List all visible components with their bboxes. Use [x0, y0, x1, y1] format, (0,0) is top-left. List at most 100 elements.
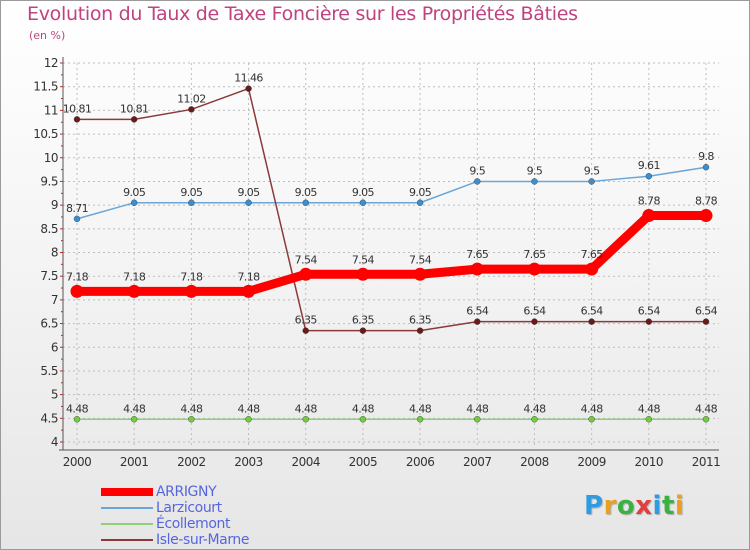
data-label-arrigny: 7.18	[180, 270, 203, 283]
data-label-arrigny: 7.18	[123, 270, 146, 283]
data-point-isle-sur-marne	[474, 318, 481, 325]
x-tick-label: 2000	[63, 455, 92, 469]
data-label-ecollemont: 4.48	[409, 402, 432, 415]
chart-title: Evolution du Taux de Taxe Foncière sur l…	[27, 3, 578, 25]
data-point-arrigny	[642, 209, 656, 223]
data-point-larzicourt	[588, 178, 595, 185]
data-label-ecollemont: 4.48	[295, 402, 318, 415]
data-point-isle-sur-marne	[302, 327, 309, 334]
y-tick-label: 8.5	[40, 222, 58, 236]
data-point-isle-sur-marne	[416, 327, 424, 334]
data-point-ecollemont	[416, 416, 424, 423]
data-point-ecollemont	[702, 416, 710, 423]
data-point-ecollemont	[245, 416, 252, 423]
data-point-isle-sur-marne	[188, 106, 195, 113]
data-label-isle-sur-marne: 11.02	[177, 92, 206, 105]
logo-letter: i	[674, 491, 685, 521]
data-label-ecollemont: 4.48	[695, 402, 718, 415]
data-label-ecollemont: 4.48	[581, 402, 604, 415]
data-point-ecollemont	[302, 416, 309, 423]
data-point-larzicourt	[359, 199, 367, 206]
y-tick-label: 12	[44, 56, 58, 70]
x-tick-label: 2005	[349, 455, 378, 469]
data-label-larzicourt: 9.05	[123, 186, 146, 199]
data-point-isle-sur-marne	[130, 116, 138, 123]
y-tick-label: 4	[51, 435, 58, 449]
proxiti-logo: Proxiti	[584, 491, 684, 521]
y-tick-label: 5.5	[40, 364, 58, 378]
data-point-ecollemont	[188, 416, 195, 423]
data-point-isle-sur-marne	[245, 85, 252, 92]
data-point-isle-sur-marne	[359, 327, 367, 334]
data-label-larzicourt: 9.05	[237, 186, 260, 199]
y-tick-label: 4.5	[40, 411, 58, 425]
legend-swatch	[101, 539, 153, 541]
data-point-larzicourt	[531, 178, 538, 185]
data-point-ecollemont	[474, 416, 481, 423]
data-point-arrigny	[413, 267, 427, 281]
data-point-arrigny	[470, 262, 484, 276]
data-label-ecollemont: 4.48	[180, 402, 203, 415]
logo-letter: i	[652, 491, 662, 521]
y-tick-label: 6	[51, 340, 58, 354]
legend-swatch	[101, 507, 153, 509]
series-line-isle-sur-marne	[76, 87, 707, 332]
data-label-larzicourt: 9.5	[584, 164, 600, 177]
data-point-arrigny	[242, 284, 256, 298]
data-point-larzicourt	[702, 164, 710, 171]
data-label-larzicourt: 9.05	[295, 186, 318, 199]
series-line-arrigny	[72, 211, 711, 296]
data-label-arrigny: 7.54	[409, 253, 432, 266]
data-label-ecollemont: 4.48	[638, 402, 661, 415]
data-label-larzicourt: 9.05	[352, 186, 375, 199]
data-label-larzicourt: 9.5	[469, 164, 485, 177]
data-label-arrigny: 7.18	[66, 270, 89, 283]
logo-letter: t	[661, 491, 675, 521]
data-label-larzicourt: 9.61	[638, 159, 660, 172]
data-label-ecollemont: 4.48	[466, 402, 489, 415]
data-label-ecollemont: 4.48	[123, 402, 146, 415]
data-label-isle-sur-marne: 6.35	[409, 314, 432, 327]
y-tick-label: 9	[51, 198, 58, 212]
data-point-arrigny	[184, 284, 198, 298]
y-tick-label: 5	[51, 388, 58, 402]
data-point-larzicourt	[302, 199, 309, 206]
data-point-isle-sur-marne	[645, 318, 653, 325]
x-tick-label: 2010	[635, 455, 664, 469]
chart-subtitle: (en %)	[29, 29, 66, 42]
x-tick-label: 2006	[406, 455, 435, 469]
data-label-arrigny: 7.54	[352, 253, 375, 266]
data-point-ecollemont	[588, 416, 595, 423]
logo-letter: P	[584, 491, 604, 521]
data-label-isle-sur-marne: 11.46	[234, 72, 263, 85]
data-label-ecollemont: 4.48	[352, 402, 375, 415]
legend-label: Écollemont	[156, 516, 231, 532]
data-label-arrigny: 8.78	[695, 195, 718, 208]
data-label-isle-sur-marne: 6.35	[295, 314, 318, 327]
x-tick-label: 2004	[291, 455, 320, 469]
x-tick-label: 2009	[577, 455, 606, 469]
data-label-larzicourt: 9.05	[180, 186, 203, 199]
y-tick-label: 7	[51, 293, 58, 307]
data-label-isle-sur-marne: 6.35	[352, 314, 375, 327]
data-point-larzicourt	[130, 199, 138, 206]
data-label-ecollemont: 4.48	[237, 402, 260, 415]
x-tick-label: 2003	[234, 455, 263, 469]
data-label-isle-sur-marne: 6.54	[638, 305, 661, 318]
data-label-larzicourt: 9.8	[698, 150, 714, 163]
data-point-ecollemont	[73, 416, 81, 423]
legend-label: Isle-sur-Marne	[156, 532, 250, 548]
y-tick-label: 8	[51, 246, 58, 260]
data-label-isle-sur-marne: 6.54	[466, 305, 489, 318]
legend-swatch	[101, 523, 153, 525]
legend-swatch	[101, 488, 153, 496]
data-label-arrigny: 7.18	[237, 270, 260, 283]
data-point-larzicourt	[188, 199, 195, 206]
data-point-larzicourt	[645, 173, 653, 180]
data-label-larzicourt: 8.71	[66, 202, 88, 215]
x-tick-label: 2007	[463, 455, 492, 469]
y-tick-label: 6.5	[40, 317, 58, 331]
data-label-isle-sur-marne: 6.54	[581, 305, 604, 318]
data-point-arrigny	[356, 267, 370, 281]
